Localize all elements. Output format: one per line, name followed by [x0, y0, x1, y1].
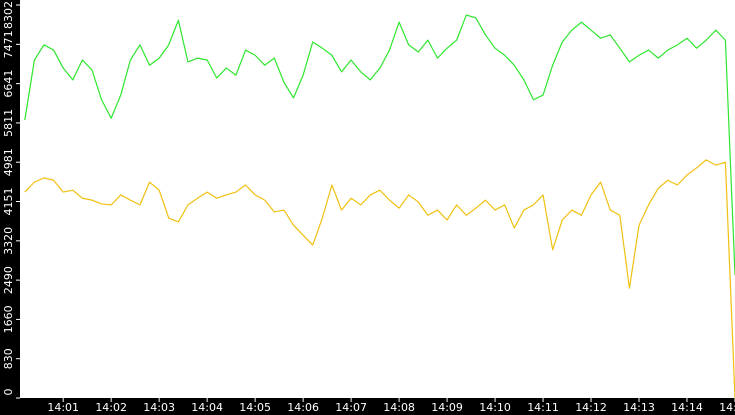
y-axis-band	[0, 0, 20, 415]
y-tick-label: 8302	[2, 1, 15, 29]
y-tick-label: 6641	[2, 70, 15, 98]
x-tick-label: 14:11	[527, 401, 559, 414]
y-tick-label: 0	[2, 389, 15, 396]
y-tick-label: 2490	[2, 266, 15, 294]
x-tick-label: 14:03	[143, 401, 175, 414]
series-line	[24, 14, 735, 275]
x-tick-label: 14:13	[623, 401, 655, 414]
x-tick-label: 14:02	[95, 401, 127, 414]
y-tick-label: 5811	[2, 109, 15, 137]
x-tick-label: 14:09	[431, 401, 463, 414]
x-tick-label: 14:15	[719, 401, 735, 414]
y-tick-label: 4151	[2, 188, 15, 216]
y-tick-label: 3320	[2, 227, 15, 255]
y-tick-label: 830	[2, 348, 15, 369]
x-axis-band	[0, 398, 735, 415]
y-tick-label: 7471	[2, 30, 15, 58]
x-tick-label: 14:04	[191, 401, 223, 414]
y-tick-label: 4981	[2, 148, 15, 176]
x-tick-label: 14:01	[47, 401, 79, 414]
series-line	[24, 159, 735, 399]
x-tick-label: 14:14	[671, 401, 703, 414]
y-tick-label: 1660	[2, 305, 15, 333]
x-tick-label: 14:08	[383, 401, 415, 414]
x-tick-label: 14:12	[575, 401, 607, 414]
x-tick-label: 14:07	[335, 401, 367, 414]
x-tick-label: 14:06	[287, 401, 319, 414]
x-tick-label: 14:05	[239, 401, 271, 414]
x-tick-label: 14:10	[479, 401, 511, 414]
